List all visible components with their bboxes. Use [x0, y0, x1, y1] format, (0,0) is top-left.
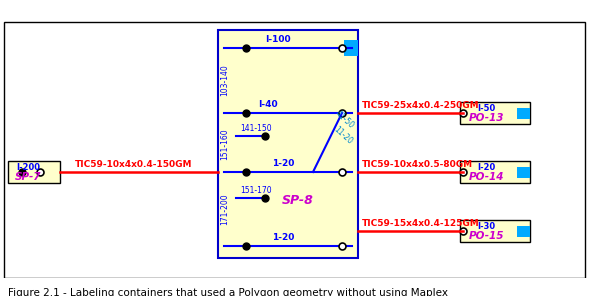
Text: 1-20: 1-20 — [272, 233, 294, 242]
Bar — [517, 166, 530, 178]
Text: I-200: I-200 — [16, 163, 40, 172]
Bar — [344, 40, 358, 56]
Text: I-30: I-30 — [478, 222, 496, 231]
Text: Figure 2.1 - Labeling containers that used a Polygon geometry without using Mapl: Figure 2.1 - Labeling containers that us… — [8, 288, 448, 296]
Text: I-20: I-20 — [478, 163, 496, 172]
Text: PO-15: PO-15 — [469, 231, 504, 241]
Text: SP-7: SP-7 — [15, 172, 41, 182]
Bar — [218, 30, 358, 258]
Text: I-50: I-50 — [478, 104, 496, 113]
Text: 103-140: 103-140 — [220, 65, 230, 96]
Text: 171-200: 171-200 — [220, 193, 230, 225]
Text: PO-14: PO-14 — [469, 172, 504, 182]
Bar — [460, 161, 530, 183]
Text: TIC59-15x4x0.4-125GM: TIC59-15x4x0.4-125GM — [362, 219, 480, 228]
Text: 151-160: 151-160 — [220, 129, 230, 160]
Text: PO-13: PO-13 — [469, 113, 504, 123]
Text: 141-150: 141-150 — [240, 124, 272, 133]
Bar — [8, 161, 60, 183]
Text: TIC59-10x4x0.4-150GM: TIC59-10x4x0.4-150GM — [75, 160, 193, 169]
Text: SP-8: SP-8 — [282, 194, 314, 207]
Text: 41-50: 41-50 — [333, 109, 356, 131]
Text: I-100: I-100 — [265, 35, 291, 44]
Bar — [517, 226, 530, 237]
Bar — [460, 220, 530, 242]
Text: 151-170: 151-170 — [240, 186, 272, 195]
Text: 1-20: 1-20 — [272, 159, 294, 168]
Text: 11-20: 11-20 — [332, 125, 354, 147]
Bar — [517, 107, 530, 118]
Text: I-40: I-40 — [258, 100, 278, 109]
Text: TIC59-25x4x0.4-250GM: TIC59-25x4x0.4-250GM — [362, 101, 479, 110]
Bar — [460, 102, 530, 124]
Text: TIC59-10x4x0.5-80GM: TIC59-10x4x0.5-80GM — [362, 160, 473, 169]
